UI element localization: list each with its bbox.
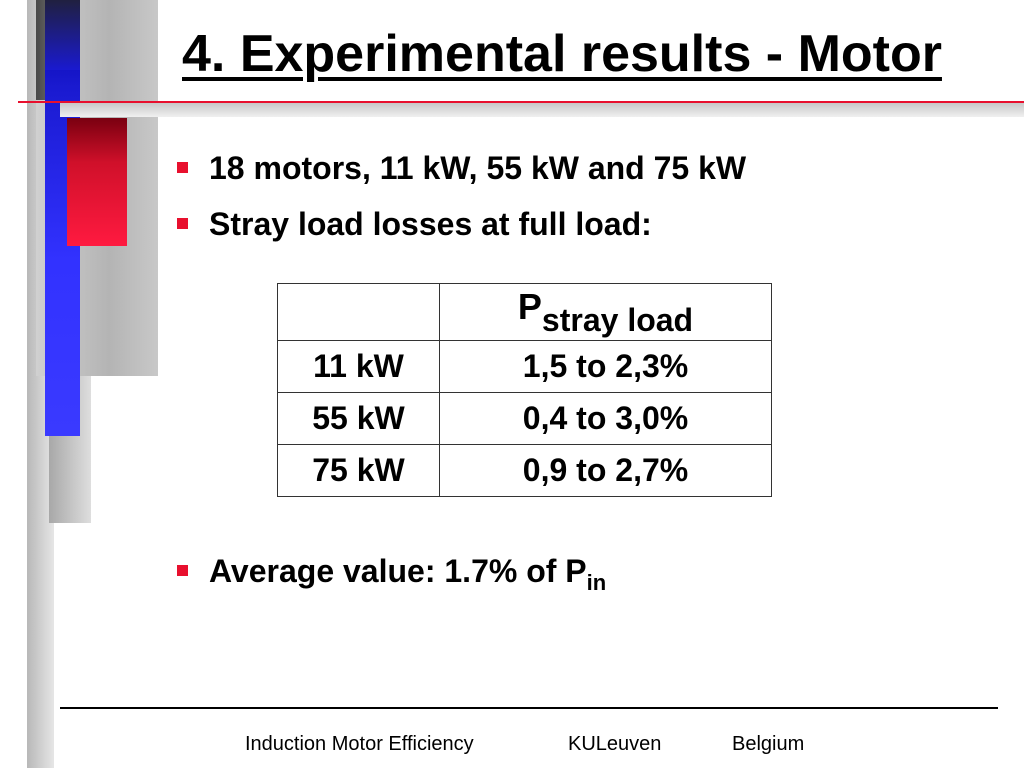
bullet-square-icon [177,162,188,174]
footer-left: Induction Motor Efficiency [245,733,474,755]
footer-rule [60,707,998,709]
stray-load-table: Pstray load 11 kW 1,5 to 2,3% 55 kW 0,4 … [277,283,772,497]
bullet-square-icon [177,218,188,230]
average-subscript: in [586,570,607,595]
title-shadow [60,103,1024,117]
table-row: 11 kW 1,5 to 2,3% [277,340,772,393]
header-symbol: P [517,285,542,327]
header-subscript: stray load [541,301,694,338]
table-cell-power: 75 kW [277,444,440,497]
table-cell-range: 0,4 to 3,0% [439,392,772,445]
bullet-text: 18 motors, 11 kW, 55 kW and 75 kW [209,150,747,186]
table-cell-range: 1,5 to 2,3% [439,340,772,393]
bullet-text: Average value: 1.7% of P [209,553,587,589]
table-cell-range: 0,9 to 2,7% [439,444,772,497]
table-cell-power: 55 kW [277,392,440,445]
slide-title: 4. Experimental results - Motor [182,25,942,83]
bullet-stray-load: Stray load losses at full load: [177,204,652,244]
decor-red-block [67,118,127,246]
bullet-text: Stray load losses at full load: [209,206,652,242]
bullet-average: Average value: 1.7% of Pin [177,551,606,594]
footer-center: KULeuven [568,733,662,755]
table-cell-power: 11 kW [277,340,440,393]
table-header-row: Pstray load [277,283,772,341]
title-rule [18,101,1024,103]
table-header-empty [277,283,440,341]
table-row: 75 kW 0,9 to 2,7% [277,444,772,497]
bullet-square-icon [177,565,188,577]
table-row: 55 kW 0,4 to 3,0% [277,392,772,445]
decor-dark-overlay [45,0,80,70]
table-header-pstray: Pstray load [439,283,772,341]
bullet-motors: 18 motors, 11 kW, 55 kW and 75 kW [177,148,746,188]
footer-right: Belgium [732,733,805,755]
